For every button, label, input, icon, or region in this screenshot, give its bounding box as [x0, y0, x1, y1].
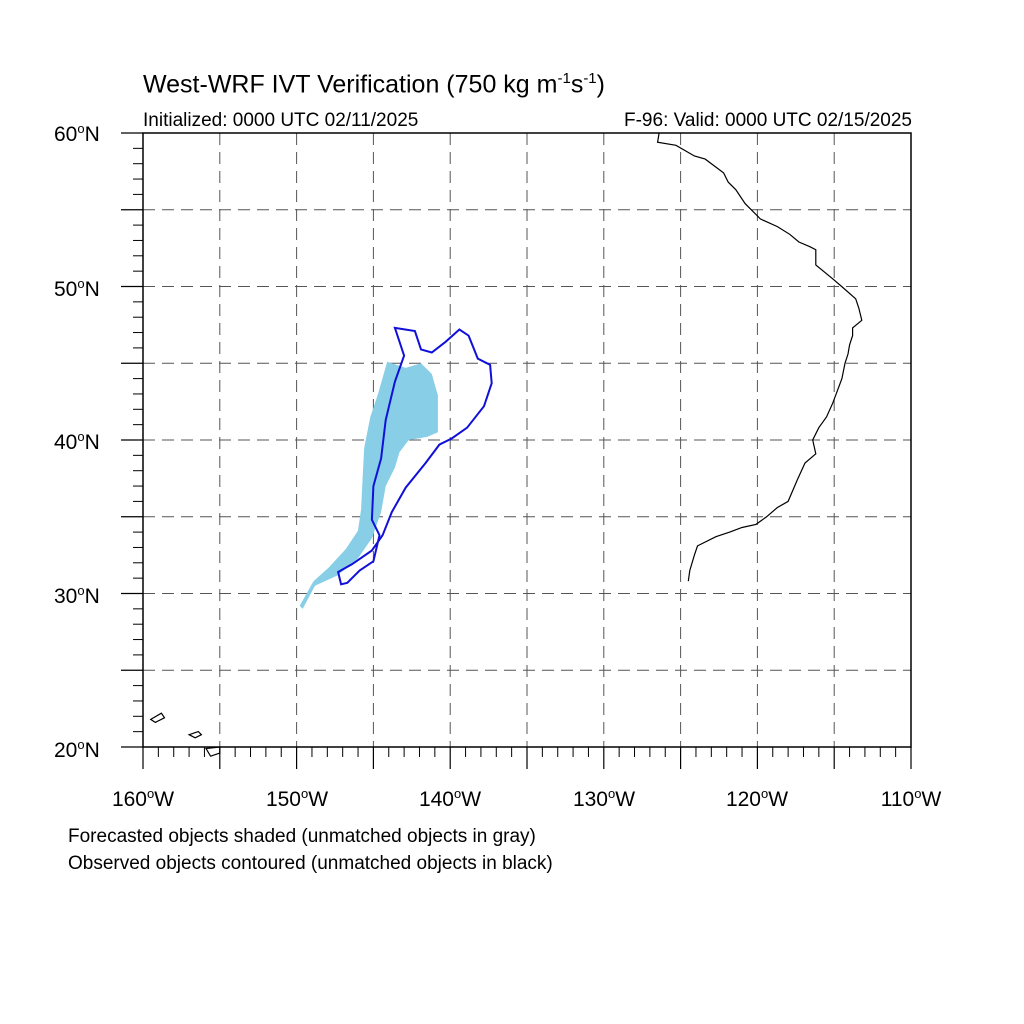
- island: [205, 746, 221, 757]
- island: [149, 712, 166, 724]
- lon-label-110w: 110oW: [880, 786, 942, 811]
- footnote-forecast: Forecasted objects shaded (unmatched obj…: [68, 826, 536, 847]
- lat-lon-grid: [121, 132, 912, 769]
- coastline: [656, 132, 863, 582]
- lat-label-20n: 20oN: [54, 737, 100, 762]
- observed-ivt-object: [336, 326, 493, 586]
- lat-label-50n: 50oN: [54, 276, 100, 301]
- lat-label-60n: 60oN: [54, 121, 100, 146]
- lon-label-120w: 120oW: [725, 786, 789, 811]
- lon-label-160w: 160oW: [111, 786, 175, 811]
- footnote-observed: Observed objects contoured (unmatched ob…: [68, 853, 553, 874]
- lon-label-130w: 130oW: [572, 786, 636, 811]
- map-frame: [142, 132, 912, 748]
- valid-time: F-96: Valid: 0000 UTC 02/15/2025: [624, 110, 912, 131]
- geography-layer: [149, 132, 863, 757]
- lon-label-150w: 150oW: [265, 786, 329, 811]
- island: [187, 730, 203, 739]
- lat-label-40n: 40oN: [54, 429, 100, 454]
- forecast-ivt-object: [299, 361, 438, 609]
- lat-label-30n: 30oN: [54, 583, 100, 608]
- initialized-time: Initialized: 0000 UTC 02/11/2025: [143, 110, 419, 131]
- plot-title: West-WRF IVT Verification (750 kg m-1s-1…: [143, 70, 605, 99]
- lon-label-140w: 140oW: [418, 786, 482, 811]
